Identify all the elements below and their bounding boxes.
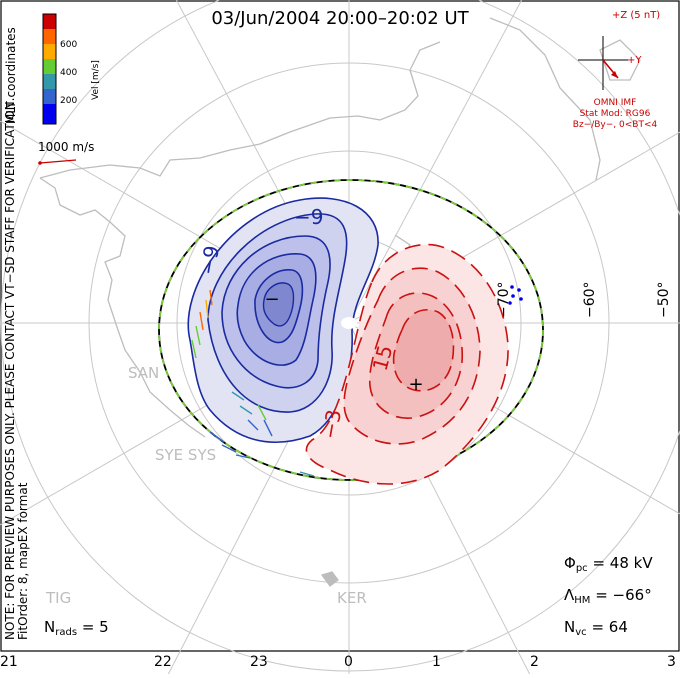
colorbar-swatch — [43, 59, 56, 74]
preview-note: NOTE: FOR PREVIEW PURPOSES ONLY. PLEASE … — [3, 98, 30, 641]
mlt-label-1: 1 — [432, 654, 441, 670]
lat-label-50: −50° — [656, 281, 672, 318]
coast-island — [599, 39, 641, 81]
mlt-label-22: 22 — [154, 654, 172, 670]
colorbar-tick-400: 400 — [60, 68, 77, 78]
colorbar-swatch — [43, 104, 56, 124]
station-labels: SAN SYE SYS TIG KER — [45, 364, 367, 607]
positive-cell — [305, 243, 509, 485]
coast-west — [39, 177, 206, 438]
station-ker: KER — [337, 589, 367, 607]
imf-source: OMNI IMF — [593, 98, 637, 108]
lat-label-60: −60° — [582, 281, 598, 318]
vector — [235, 454, 251, 459]
imf-clock — [578, 36, 628, 90]
imf-info: OMNI IMF Stat Mod: RG96 Bz−/By−, 0<BT<4 — [556, 98, 674, 131]
lat-label-70: −70° — [496, 281, 512, 318]
imf-stat-model: Stat Mod: RG96 — [579, 109, 651, 119]
vector-dot — [508, 301, 512, 305]
vector — [199, 311, 204, 331]
mlt-label-0: 0 — [344, 654, 353, 670]
mlt-label-2: 2 — [530, 654, 539, 670]
velocity-vectors — [191, 289, 315, 477]
vector — [247, 419, 259, 431]
coast-ker — [320, 571, 339, 587]
velocity-scale-dot — [38, 161, 42, 165]
stat-lambda-hm: ΛHM = −66° — [564, 586, 652, 606]
colorbar-swatch — [43, 74, 56, 89]
stat-nvc-sub: vc — [575, 627, 587, 638]
stat-phi-symbol: Φ — [564, 554, 576, 572]
station-sye-sys: SYE SYS — [155, 446, 216, 464]
stat-nrads-sub: rads — [55, 627, 78, 638]
contour-label-neg-side: −9 — [195, 244, 224, 277]
coast-east — [489, 17, 601, 181]
stat-lambda-value: = −66° — [595, 586, 652, 604]
colorbar-swatch — [43, 89, 56, 104]
vector-dot — [517, 288, 521, 292]
vector — [209, 431, 225, 443]
mlt-label-23: 23 — [250, 654, 268, 670]
stat-phi-pc: Φpc = 48 kV — [564, 554, 653, 574]
vector — [209, 289, 213, 306]
stat-lambda-sub: HM — [574, 595, 591, 606]
stat-nrads-symbol: N — [44, 618, 56, 636]
vector — [221, 444, 237, 453]
map-title: 03/Jun/2004 20:00–20:02 UT — [211, 8, 469, 29]
colorbar-swatch — [43, 29, 56, 44]
vector — [263, 419, 273, 437]
vector — [205, 299, 209, 319]
imf-condition: Bz−/By−, 0<BT<4 — [572, 120, 658, 130]
vector — [239, 405, 253, 415]
velocity-scale-label: 1000 m/s — [38, 140, 95, 154]
pos-contour-21 — [392, 308, 455, 392]
imf-z-label: +Z (5 nT) — [612, 10, 661, 21]
vector — [191, 339, 197, 359]
vector-dot — [511, 294, 515, 298]
contour-label-pos-low: −3 — [317, 408, 346, 441]
neg-contour-33 — [262, 282, 295, 327]
pole-gap — [341, 317, 357, 329]
stat-nvc: Nvc = 64 — [564, 618, 628, 638]
imf-vector-head — [611, 71, 618, 78]
stat-nvc-value: = 64 — [591, 618, 628, 636]
negative-cell — [187, 197, 379, 443]
contour-label-neg: −9 — [294, 205, 323, 229]
mlt-label-3: 3 — [667, 654, 676, 670]
colorbar-tick-600: 600 — [60, 40, 77, 50]
colorbar-swatch — [43, 14, 56, 29]
potential-max-marker: + — [408, 374, 423, 395]
colorbar-axis-label: Vel [m/s] — [91, 60, 101, 100]
stat-phi-value: = 48 kV — [592, 554, 653, 572]
vector — [257, 404, 267, 421]
station-tig: TIG — [45, 589, 71, 607]
vector — [299, 471, 315, 477]
vector — [195, 325, 201, 346]
mlt-label-21: 21 — [0, 654, 18, 670]
colorbar: 600 400 200 Vel [m/s] — [42, 13, 101, 125]
fit-order-line: FitOrder: 8, mapEX format — [16, 482, 30, 640]
stat-nrads-value: = 5 — [81, 618, 109, 636]
imf-y-label: +Y — [627, 55, 642, 66]
stat-lambda-symbol: Λ — [564, 586, 575, 604]
meridian — [348, 0, 523, 324]
station-san: SAN — [128, 364, 159, 382]
colorbar-swatch — [43, 44, 56, 59]
stat-nvc-symbol: N — [564, 618, 576, 636]
colorbar-tick-200: 200 — [60, 96, 77, 106]
vector — [231, 391, 245, 401]
stat-phi-sub: pc — [575, 563, 588, 574]
vector-dots — [508, 285, 523, 305]
vector-dot — [510, 285, 514, 289]
hm-boundary-green — [158, 179, 544, 481]
coast-north — [39, 41, 441, 179]
velocity-scale-vector — [39, 159, 77, 164]
stat-nrads: Nrads = 5 — [44, 618, 109, 638]
colorbar-border — [42, 13, 57, 125]
vector-dot — [519, 297, 523, 301]
potential-min-marker: − — [264, 289, 279, 310]
